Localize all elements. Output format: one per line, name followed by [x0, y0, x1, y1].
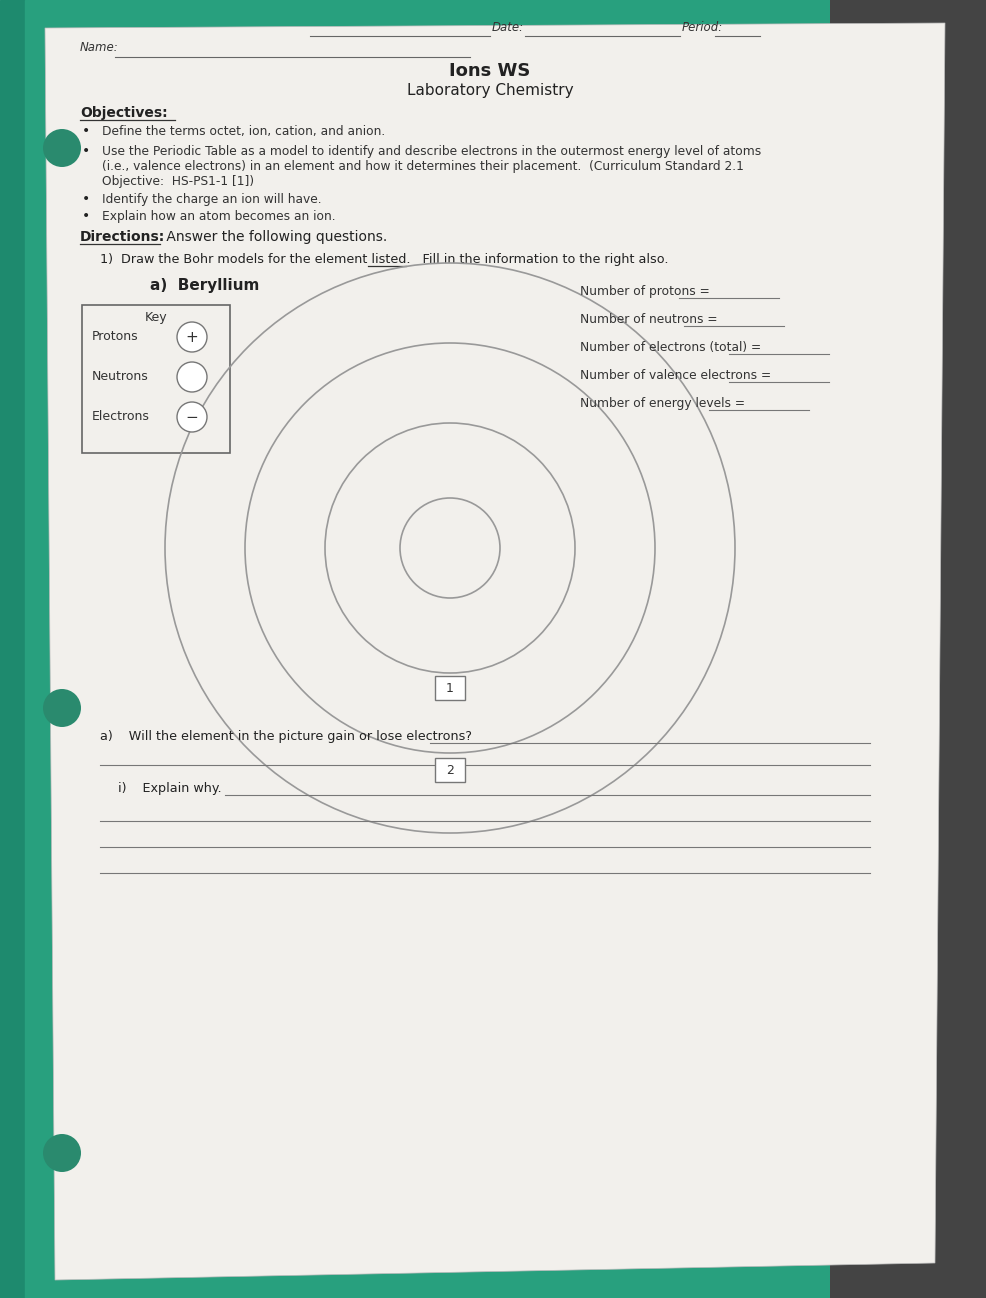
Polygon shape [45, 23, 944, 1280]
Text: •: • [82, 192, 90, 206]
FancyBboxPatch shape [435, 676, 464, 700]
Circle shape [43, 129, 81, 167]
Text: Explain how an atom becomes an ion.: Explain how an atom becomes an ion. [102, 210, 335, 223]
Text: Date:: Date: [491, 21, 524, 34]
Circle shape [43, 689, 81, 727]
Text: Objective:  HS-PS1-1 [1]): Objective: HS-PS1-1 [1]) [102, 175, 253, 188]
Text: Period:: Period: [681, 21, 723, 34]
Text: i)    Explain why.: i) Explain why. [118, 781, 222, 794]
Text: a)    Will the element in the picture gain or lose electrons?: a) Will the element in the picture gain … [100, 729, 471, 742]
Text: •: • [82, 144, 90, 158]
Text: Protons: Protons [92, 331, 138, 344]
Text: Number of protons =: Number of protons = [580, 286, 709, 299]
Text: 1: 1 [446, 681, 454, 694]
Text: Identify the charge an ion will have.: Identify the charge an ion will have. [102, 193, 321, 206]
Text: (i.e., valence electrons) in an element and how it determines their placement.  : (i.e., valence electrons) in an element … [102, 160, 743, 173]
Text: Objectives:: Objectives: [80, 106, 168, 119]
Circle shape [176, 322, 207, 352]
FancyBboxPatch shape [435, 758, 464, 781]
Text: 2: 2 [446, 763, 454, 776]
Text: Directions:: Directions: [80, 230, 165, 244]
Text: Ions WS: Ions WS [449, 62, 530, 80]
Text: •: • [82, 209, 90, 223]
Text: Number of electrons (total) =: Number of electrons (total) = [580, 341, 760, 354]
Polygon shape [829, 0, 986, 1298]
Text: Electrons: Electrons [92, 410, 150, 423]
Text: Name:: Name: [80, 42, 118, 55]
Text: Number of valence electrons =: Number of valence electrons = [580, 369, 770, 382]
Circle shape [43, 1134, 81, 1172]
FancyBboxPatch shape [82, 305, 230, 453]
Text: +: + [185, 330, 198, 344]
Text: Number of energy levels =: Number of energy levels = [580, 397, 744, 410]
Text: Neutrons: Neutrons [92, 370, 149, 383]
Text: Answer the following questions.: Answer the following questions. [162, 230, 387, 244]
Text: Laboratory Chemistry: Laboratory Chemistry [406, 83, 573, 99]
Text: Define the terms octet, ion, cation, and anion.: Define the terms octet, ion, cation, and… [102, 125, 385, 138]
Text: •: • [82, 125, 90, 138]
Text: Number of neutrons =: Number of neutrons = [580, 313, 717, 326]
Text: Key: Key [145, 312, 168, 324]
Circle shape [176, 362, 207, 392]
Text: Use the Periodic Table as a model to identify and describe electrons in the oute: Use the Periodic Table as a model to ide… [102, 145, 760, 158]
Circle shape [176, 402, 207, 432]
Text: a)  Beryllium: a) Beryllium [150, 278, 259, 293]
Text: −: − [185, 409, 198, 424]
Text: 1)  Draw the Bohr models for the element listed.   Fill in the information to th: 1) Draw the Bohr models for the element … [100, 253, 668, 266]
